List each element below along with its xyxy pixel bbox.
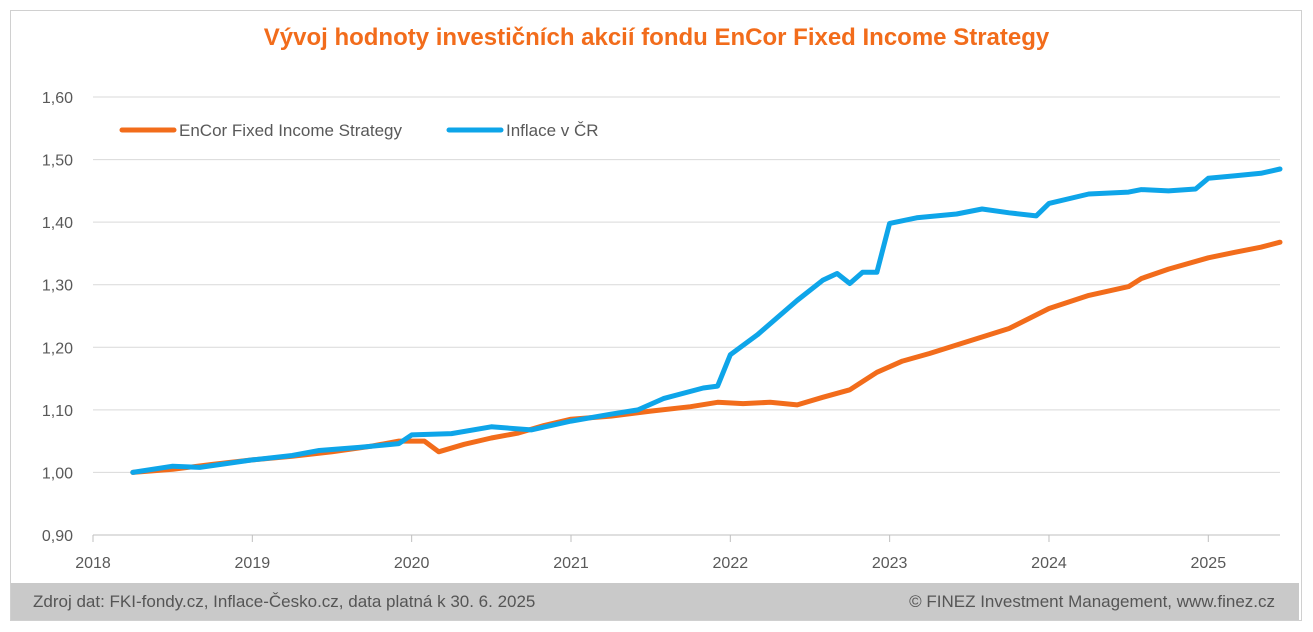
y-tick-label: 1,50 — [42, 153, 73, 170]
y-tick-label: 1,30 — [42, 278, 73, 295]
legend-label: Inflace v ČR — [506, 121, 599, 140]
footer-copyright: © FINEZ Investment Management, www.finez… — [909, 592, 1275, 611]
y-tick-label: 1,20 — [42, 340, 73, 357]
x-tick-label: 2024 — [1031, 555, 1067, 572]
x-tick-label: 2021 — [553, 555, 589, 572]
y-tick-label: 1,00 — [42, 465, 73, 482]
footer-bar: Zdroj dat: FKI-fondy.cz, Inflace-Česko.c… — [11, 583, 1299, 620]
chart-title: Vývoj hodnoty investičních akcií fondu E… — [263, 24, 1050, 51]
x-tick-label: 2022 — [713, 555, 749, 572]
x-tick-label: 2018 — [75, 555, 111, 572]
chart-frame — [10, 10, 1302, 621]
legend-label: EnCor Fixed Income Strategy — [179, 121, 402, 140]
y-tick-label: 1,40 — [42, 215, 73, 232]
footer-source: Zdroj dat: FKI-fondy.cz, Inflace-Česko.c… — [33, 592, 536, 611]
grid — [93, 96, 1280, 536]
series-line-1 — [130, 166, 1283, 475]
x-tick-label: 2020 — [394, 555, 430, 572]
legend: EnCor Fixed Income Strategy Inflace v ČR — [119, 121, 599, 140]
x-tick-label: 2019 — [235, 555, 271, 572]
series-group — [130, 166, 1283, 475]
y-tick-label: 1,10 — [42, 403, 73, 420]
y-tick-label: 1,60 — [42, 90, 73, 107]
y-axis-ticks: 0,90 1,00 1,10 1,20 1,30 1,40 1,50 1,60 — [42, 90, 73, 545]
y-tick-label: 0,90 — [42, 528, 73, 545]
x-axis-ticks: 2018 2019 2020 2021 2022 2023 2024 2025 — [75, 535, 1226, 572]
x-tick-label: 2023 — [872, 555, 908, 572]
x-tick-label: 2025 — [1191, 555, 1227, 572]
series-line-0 — [130, 239, 1283, 475]
